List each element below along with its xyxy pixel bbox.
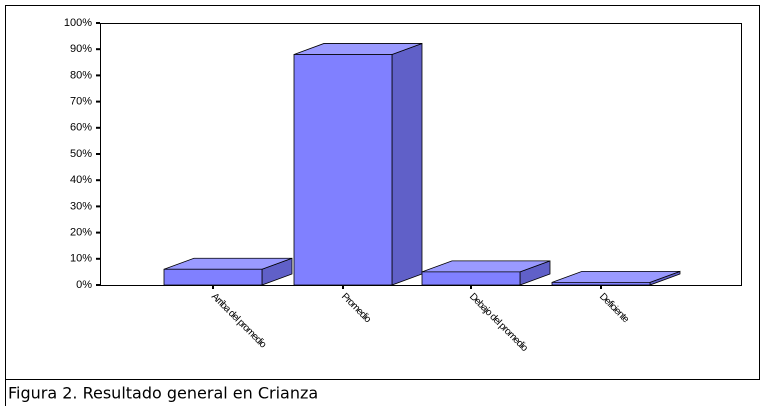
bar-front [551,281,651,286]
bar-front [293,54,393,286]
caption: Figura 2. Resultado general en Crianza [8,384,318,403]
y-tick-label: 60% [70,122,92,134]
x-tick-label: Arriba del promedio [209,291,269,351]
bar [163,257,293,286]
plot-area [100,23,742,286]
y-tick-label: 90% [70,43,92,55]
y-tick-label: 40% [70,174,92,186]
y-tick-label: 20% [70,227,92,239]
bar-front [163,268,263,286]
bar [293,42,423,286]
bar [421,260,551,286]
bar-side [391,42,423,286]
y-tick-label: 0% [76,279,92,291]
y-tick-label: 100% [64,17,92,29]
x-tick-label: Promedio [339,291,373,325]
bar-front [421,271,521,286]
chart-frame [5,5,760,380]
y-tick-label: 80% [70,69,92,81]
bar [551,270,681,286]
y-tick-label: 30% [70,200,92,212]
y-tick-label: 70% [70,96,92,108]
x-tick-label: Deficiente [597,291,631,325]
x-tick-label: Debajo del promedio [467,291,530,354]
y-tick-label: 50% [70,148,92,160]
y-tick-label: 10% [70,253,92,265]
